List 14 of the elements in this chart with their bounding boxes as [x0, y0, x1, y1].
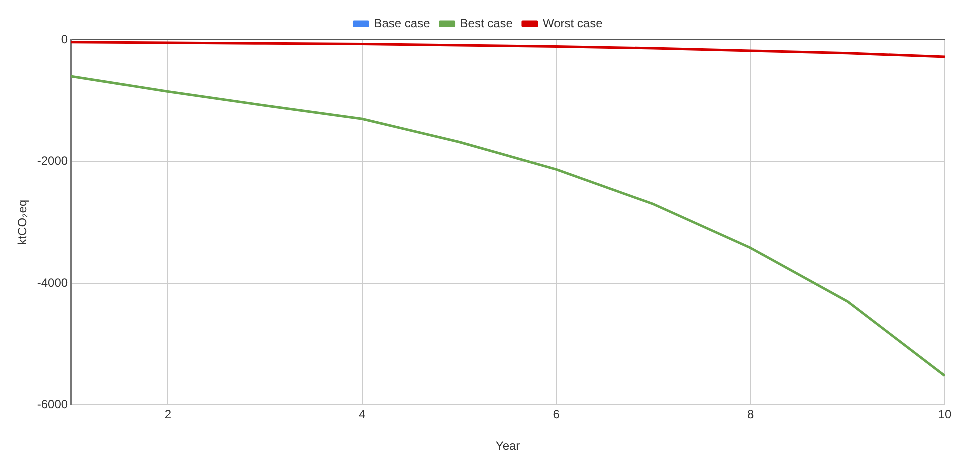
x-tick-label: 4 — [359, 408, 366, 422]
y-tick-label: -4000 — [37, 276, 68, 290]
x-tick-label: 10 — [938, 408, 952, 422]
x-axis-title: Year — [496, 439, 520, 454]
x-tick-label: 8 — [747, 408, 754, 422]
y-tick-label: -6000 — [37, 398, 68, 412]
y-axis-title: ktCO₂eq — [16, 200, 30, 246]
y-tick-label: 0 — [61, 32, 68, 46]
x-tick-label: 6 — [553, 408, 560, 422]
legend-label: Worst case — [542, 16, 604, 30]
legend-label: Best case — [460, 16, 514, 30]
y-tick-label: -2000 — [37, 154, 68, 168]
x-tick-label: 2 — [164, 408, 172, 422]
legend-label: Base case — [374, 16, 431, 30]
